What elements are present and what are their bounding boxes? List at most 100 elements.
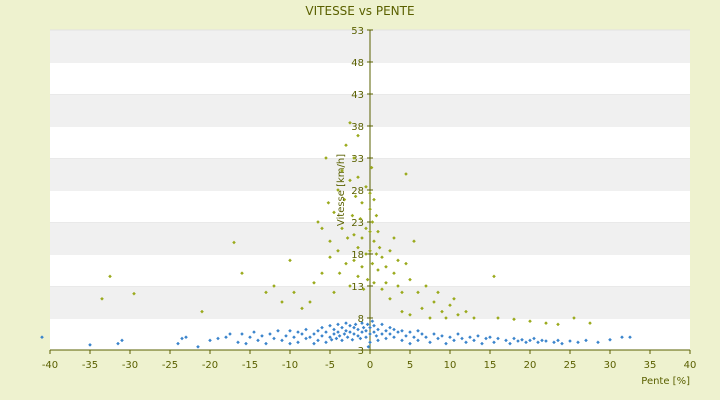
series-2-point — [576, 340, 580, 345]
series-2-point — [520, 337, 524, 342]
series-2-point — [508, 341, 512, 346]
series-1-point — [374, 213, 379, 218]
series-1-point — [369, 165, 374, 170]
series-1-point — [356, 245, 360, 250]
series-1-point — [292, 290, 296, 295]
series-1-point — [272, 284, 276, 288]
series-1-point — [408, 312, 412, 317]
x-tick-label: 15 — [484, 360, 497, 371]
series-1-point — [360, 200, 364, 205]
series-1-point — [452, 296, 456, 301]
series-2-point — [536, 340, 540, 345]
series-2-point — [88, 342, 92, 347]
series-2-point — [372, 330, 376, 334]
series-1-point — [320, 271, 324, 276]
series-2-point — [361, 325, 366, 330]
series-2-point — [332, 332, 336, 336]
series-2-point — [308, 335, 312, 340]
series-2-point — [324, 330, 328, 334]
series-1-point — [308, 300, 312, 304]
x-tick-label: 5 — [407, 360, 413, 371]
x-tick-label: 25 — [564, 360, 577, 371]
series-2-point — [240, 332, 244, 336]
series-2-point — [180, 336, 184, 341]
series-1-point — [328, 255, 332, 260]
series-1-point — [332, 210, 336, 215]
series-2-point — [40, 335, 44, 340]
series-2-point — [376, 327, 380, 332]
series-2-point — [252, 330, 256, 334]
x-tick-label: 20 — [524, 360, 537, 371]
series-2-point — [428, 340, 432, 345]
series-1-point — [436, 290, 440, 295]
series-2-point — [404, 334, 408, 338]
series-2-point — [552, 340, 556, 345]
series-1-point — [348, 178, 352, 183]
series-2-point — [392, 327, 396, 332]
series-2-point — [336, 322, 340, 327]
series-2-point — [348, 323, 352, 328]
series-1-point — [280, 300, 284, 304]
y-tick-label: 3 — [358, 346, 364, 357]
series-2-point — [224, 335, 228, 340]
series-1-point — [326, 200, 331, 205]
series-2-point — [304, 336, 308, 341]
series-2-point — [384, 328, 388, 333]
series-2-point — [608, 337, 612, 342]
series-1-point — [344, 261, 348, 266]
series-2-point — [312, 332, 316, 336]
series-1-point — [337, 271, 342, 276]
series-1-point — [376, 268, 380, 272]
series-1-point — [353, 194, 358, 199]
y-tick-label: 13 — [351, 282, 364, 293]
series-2-point — [228, 332, 232, 336]
series-2-point — [456, 332, 460, 336]
series-1-point — [328, 239, 332, 244]
series-2-point — [436, 336, 440, 341]
series-1-point — [372, 239, 376, 244]
series-2-point — [320, 334, 324, 338]
series-2-point — [292, 335, 296, 340]
series-2-point — [596, 340, 600, 345]
series-1-point — [448, 303, 452, 308]
series-1-point — [396, 284, 400, 288]
series-2-point — [388, 325, 392, 330]
series-2-point — [244, 341, 248, 346]
series-1-point — [384, 280, 388, 285]
series-1-point — [200, 309, 204, 314]
series-2-point — [324, 340, 328, 345]
series-2-point — [384, 336, 388, 341]
series-1-point — [332, 290, 336, 295]
series-2-point — [464, 340, 468, 345]
series-1-point — [428, 316, 432, 320]
series-2-point — [380, 332, 384, 336]
x-tick-label: -30 — [122, 360, 138, 371]
series-1-point — [416, 290, 420, 295]
series-1-point — [544, 321, 548, 326]
series-1-point — [374, 252, 379, 256]
series-2-point — [408, 341, 412, 346]
x-tick-label: -20 — [202, 360, 218, 371]
y-tick-label: 23 — [351, 218, 364, 229]
series-1-point — [361, 287, 366, 292]
series-2-point — [400, 328, 404, 333]
series-2-point — [376, 338, 380, 343]
series-2-point — [424, 335, 428, 340]
series-2-point — [320, 325, 324, 330]
series-1-point — [358, 216, 363, 221]
series-2-point — [628, 335, 632, 340]
series-2-point — [337, 334, 342, 338]
series-2-point — [312, 341, 316, 346]
series-2-point — [316, 328, 320, 333]
series-2-point — [352, 332, 356, 336]
x-tick-label: 10 — [444, 360, 457, 371]
x-tick-label: 30 — [604, 360, 617, 371]
series-1-point — [348, 284, 352, 288]
series-1-point — [396, 258, 400, 263]
series-1-point — [364, 184, 368, 189]
series-1-point — [352, 258, 356, 263]
series-2-point — [416, 338, 420, 343]
series-1-point — [370, 220, 375, 224]
series-1-point — [336, 188, 340, 192]
